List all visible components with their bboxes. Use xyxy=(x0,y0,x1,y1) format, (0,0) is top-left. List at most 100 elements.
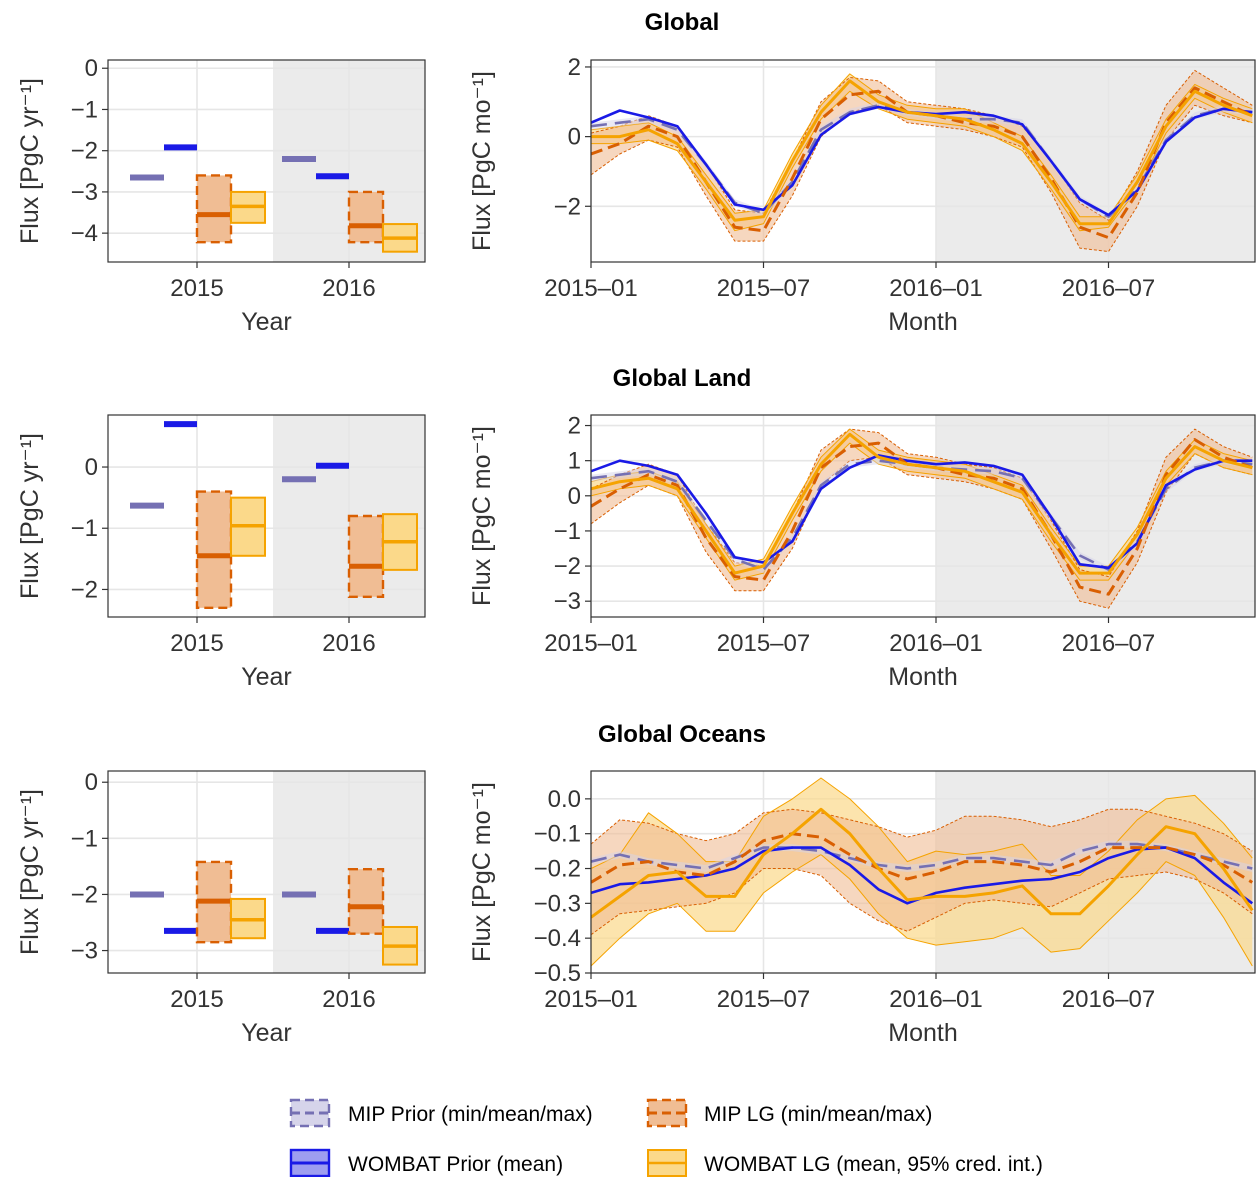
bar-panel-global-land: 0 −1 −2 Flux [PgC yr⁻¹] 2015 2016 Year xyxy=(16,414,426,691)
y-tick-label: −2 xyxy=(71,576,98,603)
line-panel: 2 0 −2 Flux [PgC mo⁻¹] 2015–01 2015–07 2016–01… xyxy=(468,54,1256,336)
mip-prior-mean-line xyxy=(591,842,1253,870)
wombat-lg-mean-line xyxy=(591,432,1253,575)
legend-label-wombat-prior: WOMBAT Prior (mean) xyxy=(348,1153,563,1176)
x-axis-label: Month xyxy=(888,1019,957,1047)
y-tick-label: −3 xyxy=(71,938,98,965)
y-tick-label: 0 xyxy=(568,483,581,510)
x-tick-label: 2015–01 xyxy=(544,275,637,302)
x-tick-label: 2016–01 xyxy=(889,275,982,302)
y-tick-label: 2 xyxy=(568,413,581,440)
y-tick-label: −2 xyxy=(71,881,98,908)
plot-area xyxy=(591,69,1253,253)
wombat-lg-mean-line xyxy=(591,807,1254,919)
y-tick-label: 1 xyxy=(568,448,581,475)
line-panel: 0.0 −0.1 −0.2 −0.3 −0.4 −0.5 Flux [PgC mo⁻¹] 20… xyxy=(468,770,1256,1047)
legend-key-mip_lg xyxy=(646,1098,688,1128)
plot-area xyxy=(591,777,1254,967)
wombat-lg-upper-line xyxy=(591,73,1253,218)
y-tick-label: −0.3 xyxy=(534,890,581,917)
legend: MIP Prior (min/mean/max) MIP LG (min/mean… xyxy=(289,1098,1043,1177)
legend-key-wombat_lg xyxy=(647,1149,687,1177)
y-tick-label: −3 xyxy=(71,179,98,206)
y-tick-label: −1 xyxy=(554,518,581,545)
x-tick-label: 2016–07 xyxy=(1062,986,1155,1013)
mip-lg-range xyxy=(347,867,385,935)
wombat-lg-upper-line xyxy=(591,777,1253,876)
x-tick-label: 2016–07 xyxy=(1062,275,1155,302)
panel-border xyxy=(590,770,1256,974)
x-tick-label: 2016–07 xyxy=(1062,630,1155,657)
y-tick-label: −0.5 xyxy=(534,960,581,987)
y-tick-label: 0 xyxy=(85,454,98,481)
x-axis-label: Month xyxy=(888,308,957,336)
y-tick-label: −0.4 xyxy=(534,925,581,952)
mip-lg-band xyxy=(591,809,1253,935)
x-tick-label: 2016–01 xyxy=(889,630,982,657)
y-tick-label: −1 xyxy=(71,96,98,123)
y-tick-label: 0 xyxy=(85,769,98,796)
x-tick-label: 2016 xyxy=(322,275,375,302)
y-tick-label: −0.2 xyxy=(534,856,581,883)
y-tick-label: 0 xyxy=(85,55,98,82)
y-tick-label: −1 xyxy=(71,515,98,542)
legend-label-mip-prior: MIP Prior (min/mean/max) xyxy=(348,1103,593,1126)
mip-lg-min-line xyxy=(591,104,1253,253)
x-axis-label: Year xyxy=(241,308,292,336)
y-tick-label: −3 xyxy=(554,588,581,615)
y-axis-label: Flux [PgC mo⁻¹] xyxy=(468,71,496,251)
y-tick-label: 2 xyxy=(568,54,581,81)
mip-lg-min-line xyxy=(591,453,1253,609)
wombat-lg-mean-line xyxy=(591,79,1253,226)
x-axis-label: Year xyxy=(241,1019,292,1047)
legend-label-mip-lg: MIP LG (min/mean/max) xyxy=(704,1103,932,1126)
panel-title: Global xyxy=(645,9,720,36)
x-tick-label: 2015–01 xyxy=(544,630,637,657)
mip-lg-mean-line xyxy=(591,832,1254,884)
y-tick-label: 0 xyxy=(568,124,581,151)
y-tick-label: −1 xyxy=(71,825,98,852)
x-tick-label: 2015 xyxy=(170,275,223,302)
y-axis-label: Flux [PgC yr⁻¹] xyxy=(16,789,44,955)
y-tick-label: 0.0 xyxy=(548,786,581,813)
panel-border xyxy=(107,59,426,263)
y-axis-label: Flux [PgC yr⁻¹] xyxy=(16,433,44,599)
x-tick-label: 2016 xyxy=(322,986,375,1013)
panel-border xyxy=(107,414,426,618)
x-axis-label: Year xyxy=(241,663,292,691)
y-tick-label: −2 xyxy=(554,193,581,220)
wombat-prior-mean-line xyxy=(591,454,1253,570)
mip-lg-range xyxy=(195,490,233,610)
panel-border xyxy=(590,59,1256,263)
x-tick-label: 2016 xyxy=(322,630,375,657)
y-tick-label: −4 xyxy=(71,220,98,247)
x-tick-label: 2015–07 xyxy=(717,630,810,657)
y-tick-label: −0.1 xyxy=(534,821,581,848)
mip-lg-range xyxy=(195,174,233,244)
x-tick-label: 2016–01 xyxy=(889,986,982,1013)
y-axis-label: Flux [PgC yr⁻¹] xyxy=(16,78,44,244)
x-tick-label: 2015–07 xyxy=(717,275,810,302)
panel-title: Global Land xyxy=(613,365,752,392)
panel-title: Global Oceans xyxy=(598,721,766,748)
bar-panel-global-oceans: 0 −1 −2 −3 Flux [PgC yr⁻¹] 2015 2016 Year xyxy=(16,769,426,1047)
plot-area xyxy=(591,428,1253,609)
y-axis-label: Flux [PgC mo⁻¹] xyxy=(468,782,496,962)
line-panel: 2 1 0 −1 −2 −3 Flux [PgC mo⁻¹] 2015–01 2015–07 20… xyxy=(468,413,1256,691)
y-axis-label: Flux [PgC mo⁻¹] xyxy=(468,426,496,606)
bar-panel-global: 0 −1 −2 −3 −4 Flux [PgC yr⁻¹] 2015 2016 Year xyxy=(16,55,426,336)
mip-lg-max-line xyxy=(591,808,1253,852)
mip-lg-range xyxy=(347,190,385,244)
panel-border xyxy=(107,770,426,974)
y-tick-label: −2 xyxy=(71,138,98,165)
legend-key-mip_prior xyxy=(289,1098,331,1128)
mip-lg-min-line xyxy=(591,868,1253,936)
x-axis-label: Month xyxy=(888,663,957,691)
legend-key-wombat_prior xyxy=(289,1148,331,1177)
legend-label-wombat-lg: WOMBAT LG (mean, 95% cred. int.) xyxy=(704,1153,1043,1176)
x-tick-label: 2015 xyxy=(170,630,223,657)
mip-lg-range xyxy=(347,514,385,599)
panel-border xyxy=(590,414,1256,618)
y-tick-label: −2 xyxy=(554,553,581,580)
